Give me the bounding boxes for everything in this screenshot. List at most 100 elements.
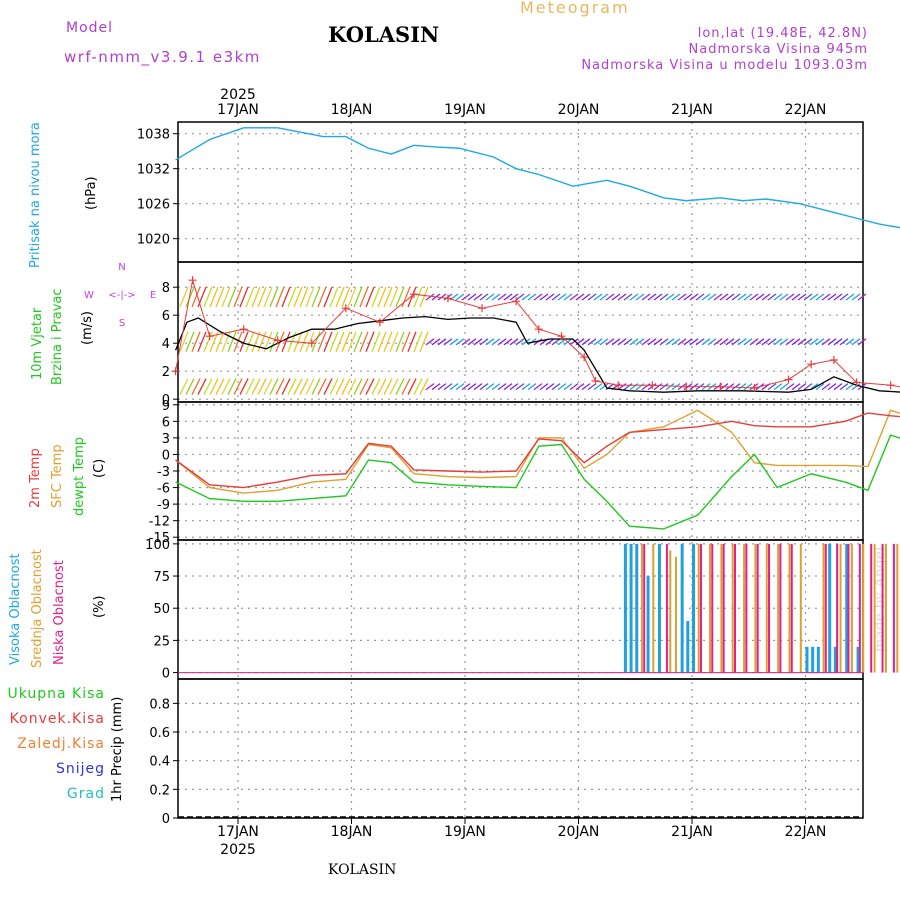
- wind-arrow: [707, 293, 717, 301]
- wind-gust-marker: [341, 304, 350, 313]
- cloud-bar-mid: [731, 543, 734, 673]
- wind-dir-arrows: <-|->: [108, 290, 135, 301]
- wind-arrow: [179, 378, 189, 395]
- cloud-bar-mid: [896, 543, 899, 673]
- wind-arrow: [851, 338, 861, 346]
- wind-arrow: [341, 331, 351, 353]
- x-tick-label-top: 20JAN: [558, 102, 600, 118]
- wind-arrow: [593, 383, 603, 391]
- cloud-bar-low: [881, 543, 884, 673]
- wind-arrow: [437, 293, 447, 301]
- wind-arrow: [329, 378, 339, 395]
- y-tick-label: -12: [149, 515, 170, 530]
- wind-arrow: [611, 338, 621, 346]
- wind-arrow: [785, 338, 795, 346]
- wind-arrow: [653, 338, 663, 346]
- wind-arrow: [743, 383, 753, 391]
- cloud-bar-mid: [765, 543, 768, 673]
- wind-arrow: [311, 331, 321, 353]
- y-tick-label: 0.6: [149, 726, 170, 741]
- wind-arrow: [671, 293, 681, 301]
- wind-arrow: [485, 383, 495, 391]
- wind-arrow: [593, 338, 603, 346]
- wind-arrow: [479, 293, 489, 301]
- wind-arrow: [821, 293, 831, 301]
- wind-arrow: [755, 293, 765, 301]
- wind-arrow: [527, 293, 537, 301]
- cloud-bar-low: [745, 543, 748, 673]
- wind-arrow: [491, 383, 501, 391]
- panel-frame: [177, 121, 864, 263]
- wind-arrow: [473, 338, 483, 346]
- wind-arrow: [809, 338, 819, 346]
- wind-arrow: [407, 286, 417, 308]
- wind-arrow: [617, 293, 627, 301]
- wind-arrow: [317, 331, 327, 353]
- wind-arrow: [563, 383, 573, 391]
- cloud-bar-low: [858, 543, 861, 673]
- cloud-bar-high: [635, 543, 639, 673]
- wind-arrow: [653, 383, 663, 391]
- wind-arrow: [581, 383, 591, 391]
- wind-arrow: [593, 293, 603, 301]
- wind-arrow: [587, 293, 597, 301]
- wind-arrow: [773, 293, 783, 301]
- wind-arrow: [821, 338, 831, 346]
- wind-arrow: [683, 338, 693, 346]
- wind-arrow: [185, 378, 195, 395]
- wind-arrow: [599, 383, 609, 391]
- precip-legend-conv: Konvek.Kisa: [9, 711, 105, 727]
- wind-arrow: [719, 293, 729, 301]
- footer-station: KOLASIN: [328, 862, 397, 878]
- wind-arrow: [629, 338, 639, 346]
- wind-arrow: [743, 338, 753, 346]
- y-tick-label: 9: [162, 399, 170, 414]
- wind-arrow: [845, 338, 855, 346]
- wind-arrow: [275, 378, 285, 395]
- wind-arrow: [695, 338, 705, 346]
- wind-arrow: [839, 293, 849, 301]
- wind-arrow: [665, 338, 675, 346]
- wind-arrow: [233, 331, 243, 353]
- wind-arrow: [647, 338, 657, 346]
- wind-arrow: [599, 293, 609, 301]
- elevation-label: Nadmorska Visina 945m: [688, 42, 868, 57]
- x-tick-label-top: 17JAN: [217, 102, 259, 118]
- wind-arrow: [551, 338, 561, 346]
- wind-arrow: [389, 378, 399, 395]
- wind-arrow: [509, 383, 519, 391]
- wind-arrow: [533, 293, 543, 301]
- wind-arrow: [791, 338, 801, 346]
- wind-arrow: [665, 383, 675, 391]
- wind-arrow: [203, 378, 213, 395]
- y-tick-label: 4: [162, 337, 170, 352]
- year-label-top: 2025: [220, 87, 256, 103]
- wind-gust-marker: [648, 381, 657, 390]
- x-tick-label-bottom: 20JAN: [558, 824, 600, 840]
- wind-arrow: [239, 286, 249, 308]
- panel-frame: [177, 539, 864, 680]
- wind-arrow: [599, 338, 609, 346]
- wind-arrow: [665, 293, 675, 301]
- wind-arrow: [767, 293, 777, 301]
- wind-arrow: [413, 286, 423, 308]
- x-tick-label-bottom: 19JAN: [444, 824, 486, 840]
- wind-arrow: [179, 286, 189, 308]
- wind-arrow: [233, 378, 243, 395]
- wind-arrow: [389, 331, 399, 353]
- wind-arrow: [575, 293, 585, 301]
- wind-arrow: [461, 383, 471, 391]
- wind-speed-line: [174, 315, 900, 393]
- wind-arrow: [539, 293, 549, 301]
- cloud-bar-high: [623, 543, 627, 673]
- y-tick-label: -9: [157, 498, 170, 513]
- wind-arrow: [383, 286, 393, 308]
- cloud-bar-high: [629, 543, 633, 673]
- cloud-bar-low: [733, 543, 736, 673]
- wind-arrow: [245, 378, 255, 395]
- wind-arrow: [785, 293, 795, 301]
- wind-arrow: [533, 383, 543, 391]
- wind-arrow: [515, 338, 525, 346]
- cloud-bar-mid: [799, 543, 802, 673]
